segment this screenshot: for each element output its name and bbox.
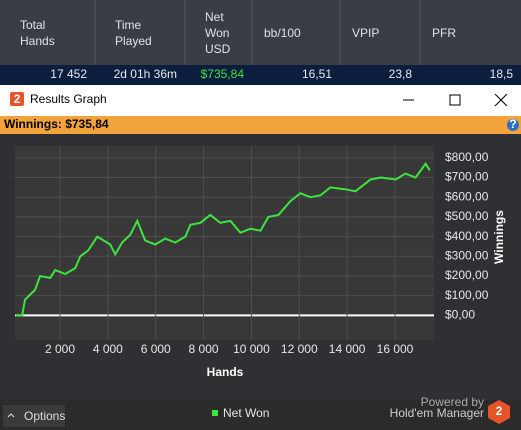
y-tick-label: $0,00 — [445, 308, 475, 322]
footer-bar — [0, 400, 521, 430]
app-icon-text: 2 — [14, 92, 21, 106]
summary-bar — [0, 116, 521, 134]
column-header: PFR — [432, 26, 456, 40]
row-cell: 18,5 — [490, 67, 514, 81]
options-label[interactable]: Options — [24, 409, 65, 423]
options-button[interactable] — [3, 405, 65, 427]
row-cell: 17 452 — [50, 67, 87, 81]
row-cell: 2d 01h 36m — [114, 67, 177, 81]
x-tick-label: 6 000 — [141, 342, 171, 356]
brand-logo — [488, 400, 510, 424]
y-tick-label: $100,00 — [445, 288, 489, 302]
column-header: Time Played — [115, 18, 152, 48]
powered-by: Powered by — [421, 395, 484, 409]
title-bar — [0, 85, 521, 116]
options-chevron[interactable] — [7, 413, 15, 418]
y-tick-label: $700,00 — [445, 170, 489, 184]
table-header-bg — [0, 0, 521, 65]
x-tick-label: 14 000 — [329, 342, 366, 356]
brand-name: Hold'em Manager — [390, 406, 484, 420]
x-tick-label: 16 000 — [377, 342, 414, 356]
y-axis-title: Winnings — [492, 210, 506, 264]
row-cell: $735,84 — [201, 67, 245, 81]
x-tick-label: 8 000 — [189, 342, 219, 356]
column-header: VPIP — [352, 26, 379, 40]
brand-logo-text: 2 — [496, 404, 503, 418]
series-line — [15, 161, 431, 317]
column-header: bb/100 — [264, 26, 301, 40]
window-title: Results Graph — [30, 92, 107, 106]
close-button[interactable] — [494, 93, 508, 107]
x-tick-label: 12 000 — [281, 342, 318, 356]
legend-label: Net Won — [223, 406, 269, 420]
y-tick-label: $800,00 — [445, 150, 489, 164]
row-cell: 16,51 — [302, 67, 332, 81]
y-tick-label: $400,00 — [445, 229, 489, 243]
legend-swatch — [212, 410, 218, 416]
x-tick-label: 4 000 — [93, 342, 123, 356]
row-cell: 23,8 — [389, 67, 413, 81]
help-icon-text[interactable]: ? — [509, 117, 516, 131]
table-row-bg — [0, 65, 521, 85]
app-icon — [10, 92, 24, 106]
maximize-button[interactable] — [449, 94, 461, 106]
y-tick-label: $200,00 — [445, 268, 489, 282]
column-header: Net Won USD — [205, 10, 231, 56]
help-icon[interactable] — [507, 119, 519, 131]
x-axis-title: Hands — [207, 365, 244, 379]
plot-area — [15, 146, 434, 340]
y-tick-label: $500,00 — [445, 209, 489, 223]
y-tick-label: $600,00 — [445, 189, 489, 203]
y-tick-label: $300,00 — [445, 248, 489, 262]
summary-text: Winnings: $735,84 — [4, 117, 109, 131]
x-tick-label: 2 000 — [45, 342, 75, 356]
x-tick-label: 10 000 — [233, 342, 270, 356]
column-header: Total Hands — [20, 18, 55, 48]
